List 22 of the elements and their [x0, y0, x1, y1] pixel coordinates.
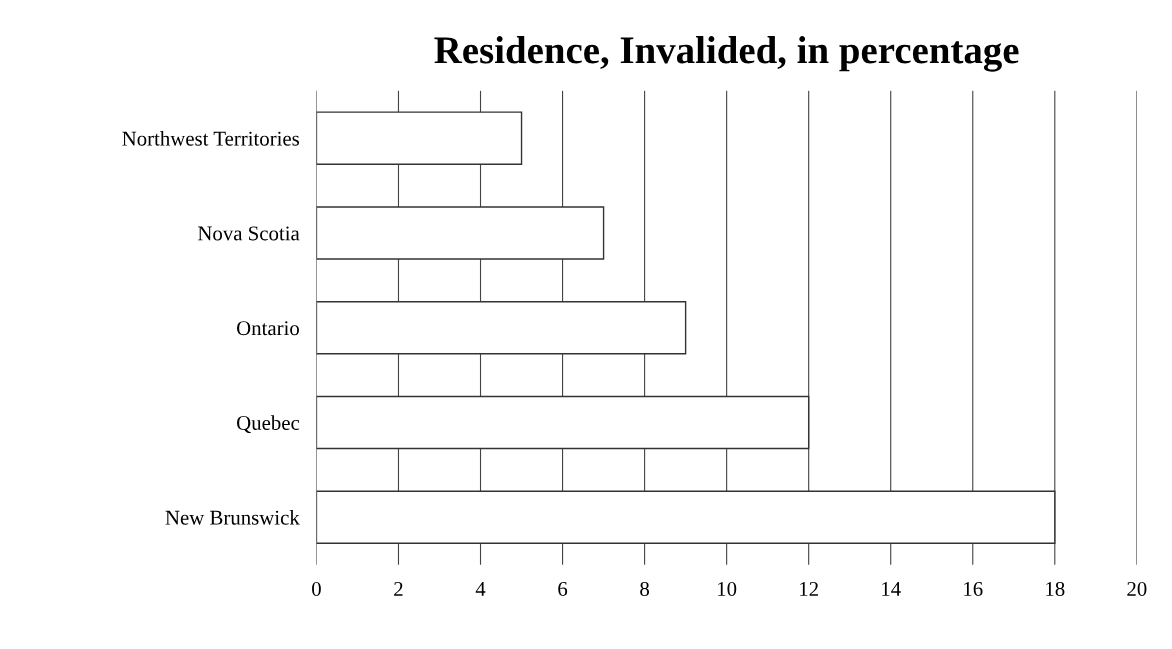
x-tick-label: 20 — [1127, 581, 1147, 596]
bar — [316, 490, 1056, 545]
y-tick-label: Ontario — [236, 321, 299, 336]
y-tick-label: Nova Scotia — [197, 226, 300, 241]
x-tick-label: 16 — [964, 581, 983, 596]
y-tick-label: Quebec — [237, 415, 300, 434]
x-tick-label: 14 — [882, 582, 901, 596]
x-tick-label: 2 — [394, 581, 403, 596]
x-tick-label: 8 — [640, 581, 650, 596]
x-tick-label: 18 — [1046, 581, 1065, 596]
chart-title: Residence, Invalided, in percentage — [434, 36, 1019, 72]
x-tick-label: 0 — [312, 581, 321, 596]
y-tick-label: Northwest Territories — [122, 131, 300, 146]
bar — [316, 395, 810, 450]
y-tick-label: New Brunswick — [165, 510, 300, 525]
bar — [316, 300, 687, 355]
x-tick-label: 6 — [558, 581, 568, 596]
bar — [316, 111, 523, 165]
bar — [316, 206, 605, 260]
x-tick-label: 12 — [800, 581, 818, 596]
x-tick-label: 10 — [718, 581, 737, 596]
x-tick-label: 4 — [475, 582, 486, 596]
